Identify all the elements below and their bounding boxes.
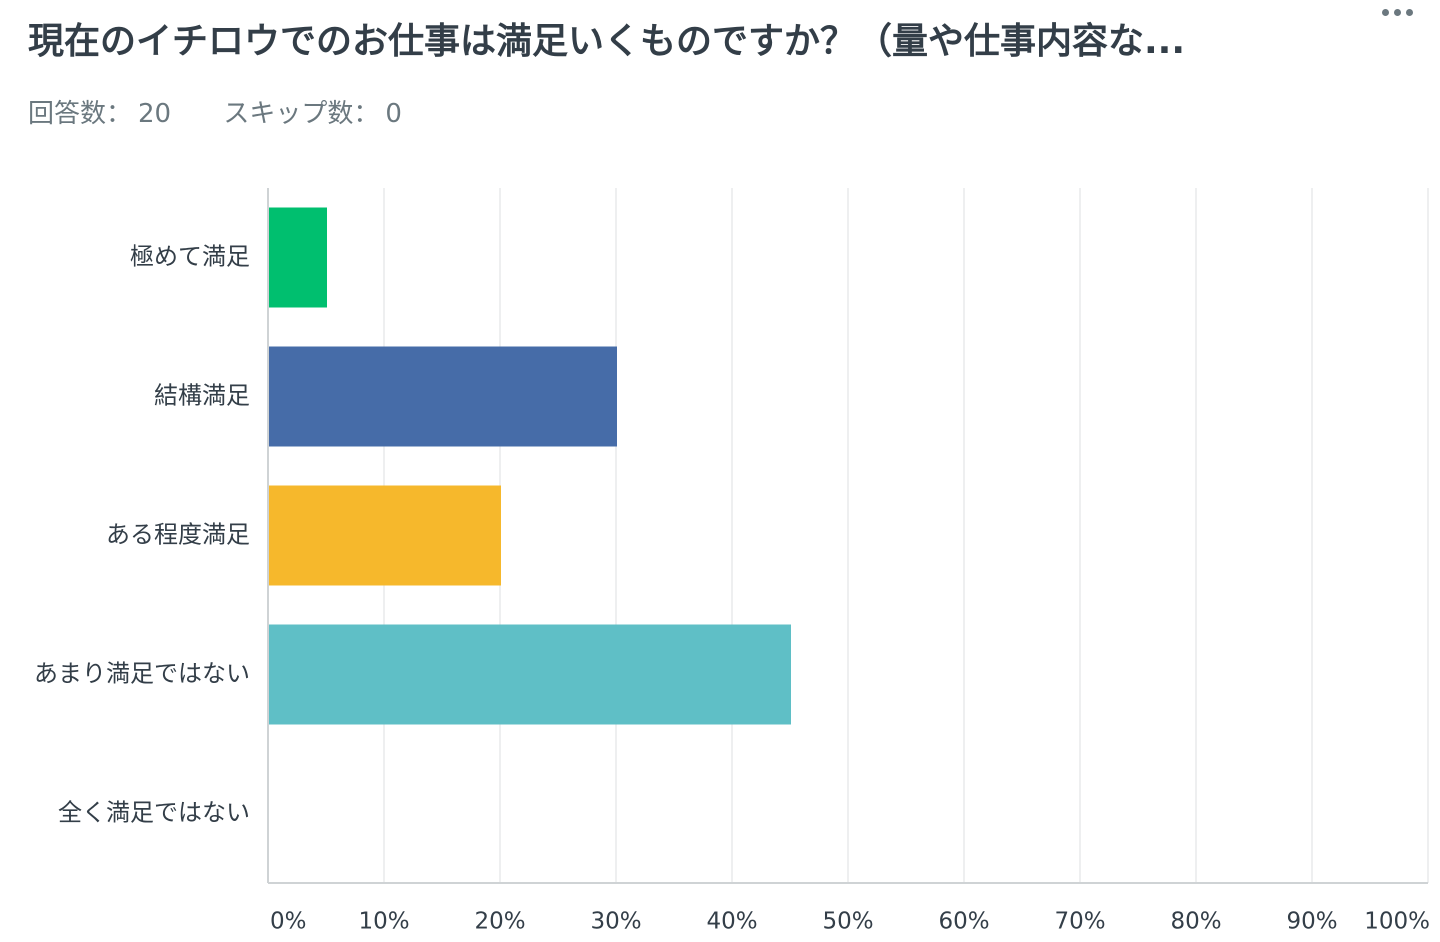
more-dot: [1394, 9, 1401, 16]
responses-count: 回答数： 20: [28, 94, 171, 134]
skipped-value: 0: [385, 99, 402, 129]
skipped-label: スキップ数：: [223, 99, 380, 129]
x-tick-label: 0%: [270, 909, 307, 935]
x-tick-label: 50%: [822, 909, 873, 935]
category-label: 全く満足ではない: [58, 799, 250, 827]
bar-4: [269, 624, 791, 725]
more-options-icon[interactable]: [1378, 0, 1418, 26]
category-label: あまり満足ではない: [34, 660, 250, 688]
category-label: 結構満足: [154, 382, 250, 410]
bar-1: [269, 207, 327, 308]
x-tick-label: 30%: [590, 909, 641, 935]
bar-2: [269, 346, 617, 447]
category-label: ある程度満足: [106, 521, 250, 549]
x-tick-label: 90%: [1286, 909, 1337, 935]
x-tick-label: 10%: [358, 909, 409, 935]
x-tick-label: 70%: [1054, 909, 1105, 935]
more-dot: [1382, 9, 1389, 16]
x-tick-label: 40%: [706, 909, 757, 935]
category-label: 極めて満足: [130, 243, 250, 271]
response-stats: 回答数： 20 スキップ数： 0: [28, 94, 446, 134]
x-tick-label: 80%: [1170, 909, 1221, 935]
more-dot: [1406, 9, 1413, 16]
x-tick-label: 100%: [1364, 909, 1430, 935]
responses-value: 20: [138, 99, 172, 129]
skipped-count: スキップ数： 0: [223, 94, 402, 134]
x-tick-label: 60%: [938, 909, 989, 935]
x-tick-label: 20%: [474, 909, 525, 935]
bar-3: [269, 485, 501, 586]
responses-label: 回答数：: [28, 99, 133, 129]
